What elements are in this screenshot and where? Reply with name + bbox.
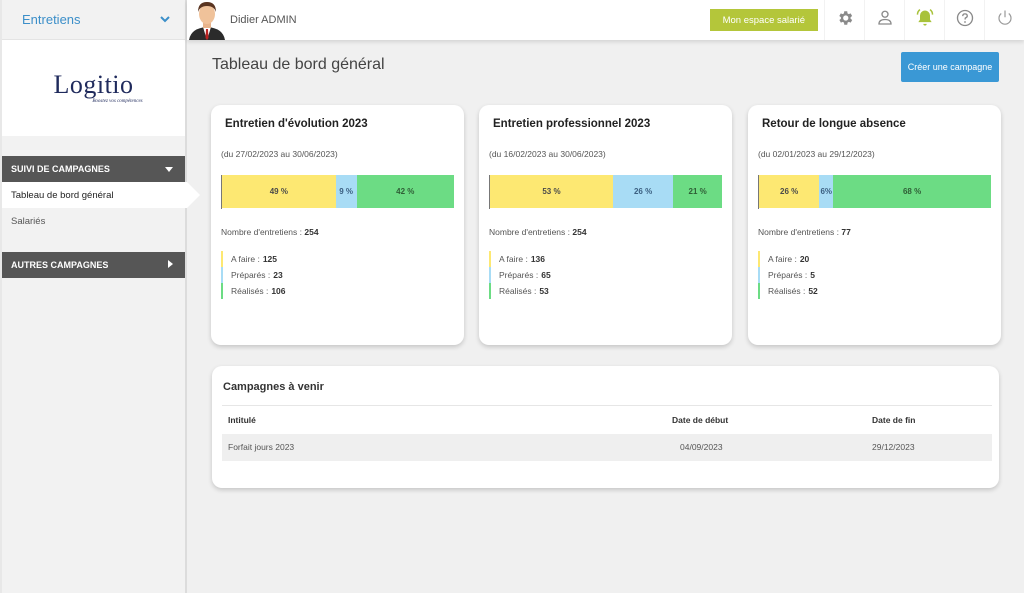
campaign-dates: (du 16/02/2023 au 30/06/2023) — [489, 149, 606, 159]
profile-button[interactable] — [864, 0, 904, 40]
cell-date-debut: 04/09/2023 — [672, 433, 872, 461]
section-suivi-campagnes[interactable]: SUIVI DE CAMPAGNES — [2, 156, 185, 182]
sidebar-item-label: Tableau de bord général — [11, 189, 114, 201]
campaign-dates: (du 27/02/2023 au 30/06/2023) — [221, 149, 338, 159]
user-name: Didier ADMIN — [230, 14, 297, 26]
segment-a-faire: 26 % — [759, 175, 820, 208]
section-autres-campagnes[interactable]: AUTRES CAMPAGNES — [2, 252, 185, 278]
upcoming-title: Campagnes à venir — [223, 381, 324, 393]
legend-realises: Réalisés :53 — [489, 283, 551, 299]
nombre-entretiens: Nombre d'entretiens : 254 — [221, 227, 319, 237]
sidebar-item-salaries[interactable]: Salariés — [2, 208, 185, 234]
page-title: Tableau de bord général — [212, 56, 385, 73]
column-date-debut[interactable]: Date de début — [672, 405, 872, 434]
status-legend: A faire :136 Préparés :65 Réalisés :53 — [489, 251, 551, 299]
sidebar-item-label: Salariés — [11, 215, 46, 227]
help-button[interactable] — [944, 0, 984, 40]
module-selector[interactable]: Entretiens — [2, 0, 185, 40]
cell-intitule: Forfait jours 2023 — [222, 433, 672, 461]
logo-tagline: Boostez vos compétences — [92, 99, 143, 104]
segment-realises: 68 % — [833, 175, 991, 208]
topbar: Didier ADMIN Mon espace salarié — [187, 0, 1024, 40]
logo: Logitio Boostez vos compétences — [2, 40, 185, 136]
mon-espace-salarie-button[interactable]: Mon espace salarié — [709, 9, 818, 31]
logo-text: Logitio — [53, 70, 134, 99]
status-legend: A faire :125 Préparés :23 Réalisés :106 — [221, 251, 286, 299]
bell-icon — [915, 8, 935, 33]
nombre-entretiens: Nombre d'entretiens : 77 — [758, 227, 851, 237]
segment-prepares: 9 % — [335, 175, 357, 208]
column-date-fin[interactable]: Date de fin — [872, 405, 992, 434]
segment-a-faire: 53 % — [490, 175, 613, 208]
segment-prepares: 6% — [819, 175, 834, 208]
module-label: Entretiens — [22, 12, 81, 27]
logout-button[interactable] — [984, 0, 1024, 40]
legend-prepares: Préparés :65 — [489, 267, 551, 283]
sidebar: Entretiens Logitio Boostez vos compétenc… — [0, 0, 200, 593]
segment-a-faire: 49 % — [222, 175, 336, 208]
legend-realises: Réalisés :52 — [758, 283, 818, 299]
campaign-card[interactable]: Entretien professionnel 2023 (du 16/02/2… — [479, 105, 732, 345]
progress-bar: 26 % 6% 68 % — [758, 175, 991, 209]
campaign-dates: (du 02/01/2023 au 29/12/2023) — [758, 149, 875, 159]
help-icon — [956, 9, 974, 32]
campaign-card[interactable]: Retour de longue absence (du 02/01/2023 … — [748, 105, 1001, 345]
caret-right-icon — [168, 260, 173, 270]
legend-prepares: Préparés :5 — [758, 267, 818, 283]
section-label: SUIVI DE CAMPAGNES — [11, 164, 110, 174]
user-icon — [876, 9, 894, 32]
progress-bar: 49 % 9 % 42 % — [221, 175, 454, 209]
section-label: AUTRES CAMPAGNES — [11, 260, 109, 270]
campaign-card[interactable]: Entretien d'évolution 2023 (du 27/02/202… — [211, 105, 464, 345]
progress-bar: 53 % 26 % 21 % — [489, 175, 722, 209]
table-row[interactable]: Forfait jours 2023 04/09/2023 29/12/2023 — [222, 433, 992, 461]
avatar[interactable] — [187, 0, 227, 40]
status-legend: A faire :20 Préparés :5 Réalisés :52 — [758, 251, 818, 299]
settings-button[interactable] — [824, 0, 864, 40]
sidebar-item-tableau-de-bord[interactable]: Tableau de bord général — [2, 182, 200, 208]
legend-a-faire: A faire :20 — [758, 251, 818, 267]
legend-a-faire: A faire :125 — [221, 251, 286, 267]
upcoming-table: Intitulé Date de début Date de fin Forfa… — [222, 405, 992, 461]
segment-prepares: 26 % — [612, 175, 674, 208]
segment-realises: 21 % — [673, 175, 722, 208]
campaign-title: Retour de longue absence — [762, 118, 906, 130]
cell-date-fin: 29/12/2023 — [872, 433, 992, 461]
legend-a-faire: A faire :136 — [489, 251, 551, 267]
column-intitule[interactable]: Intitulé — [222, 405, 672, 434]
campaign-title: Entretien professionnel 2023 — [493, 118, 651, 130]
legend-prepares: Préparés :23 — [221, 267, 286, 283]
create-campaign-button[interactable]: Créer une campagne — [901, 52, 999, 82]
segment-realises: 42 % — [356, 175, 454, 208]
caret-down-icon — [165, 164, 173, 174]
nombre-entretiens: Nombre d'entretiens : 254 — [489, 227, 587, 237]
chevron-down-icon — [159, 14, 171, 26]
upcoming-campaigns-panel: Campagnes à venir Intitulé Date de début… — [212, 366, 999, 488]
gear-icon — [836, 9, 854, 32]
table-header-row: Intitulé Date de début Date de fin — [222, 405, 992, 434]
campaign-title: Entretien d'évolution 2023 — [225, 118, 368, 130]
legend-realises: Réalisés :106 — [221, 283, 286, 299]
power-icon — [996, 9, 1014, 32]
notifications-button[interactable] — [904, 0, 944, 40]
